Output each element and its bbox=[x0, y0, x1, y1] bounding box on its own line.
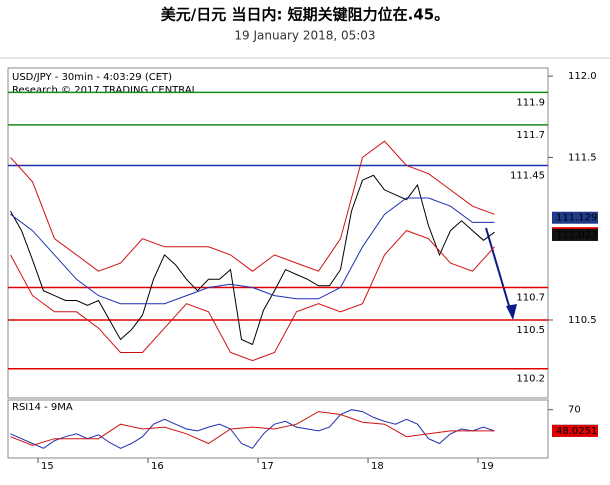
price-tag-label: 111.129 bbox=[556, 213, 597, 224]
y-tick-label: 112.0 bbox=[568, 71, 597, 82]
price-tag bbox=[552, 228, 598, 241]
level-label: 110.7 bbox=[516, 292, 545, 303]
level-label: 110.2 bbox=[516, 374, 545, 385]
rsi-panel bbox=[7, 399, 549, 459]
price-tag bbox=[552, 424, 598, 437]
series-line bbox=[10, 174, 495, 346]
series-line bbox=[10, 411, 495, 446]
arrow-head bbox=[506, 304, 517, 320]
level-label: 111.7 bbox=[516, 130, 545, 141]
x-tick-label: 18 bbox=[371, 461, 384, 472]
x-tick-label: 17 bbox=[261, 461, 274, 472]
chart-subtitle: Research © 2017 TRADING CENTRAL bbox=[12, 85, 198, 96]
y-tick-label: 110.5 bbox=[568, 315, 597, 326]
rsi-title: RSI14 - 9MA bbox=[12, 402, 73, 413]
series-line bbox=[10, 140, 495, 272]
y-tick-label: 111.5 bbox=[568, 152, 597, 163]
series-line bbox=[10, 230, 495, 362]
main-panel bbox=[7, 67, 549, 399]
level-label: 111.9 bbox=[516, 97, 545, 108]
price-tag-label: 111.023 bbox=[556, 230, 597, 241]
projection-arrow bbox=[485, 227, 513, 317]
chart-title: USD/JPY - 30min - 4:03:29 (CET) bbox=[12, 72, 172, 83]
level-label: 111.45 bbox=[510, 171, 545, 182]
x-tick-label: 19 bbox=[481, 461, 494, 472]
series-line bbox=[10, 197, 495, 305]
x-tick-label: 15 bbox=[41, 461, 54, 472]
page-subtitle: 19 January 2018, 05:03 bbox=[234, 29, 375, 43]
series-line bbox=[10, 409, 495, 449]
page-title: 美元/日元 当日内: 短期关键阻力位在.45。 bbox=[161, 6, 450, 24]
level-label: 110.5 bbox=[516, 325, 545, 336]
y-tick-label: 70 bbox=[568, 405, 581, 416]
price-tag-label: 48.0251 bbox=[556, 426, 597, 437]
x-tick-label: 16 bbox=[151, 461, 164, 472]
price-tag bbox=[552, 211, 598, 224]
